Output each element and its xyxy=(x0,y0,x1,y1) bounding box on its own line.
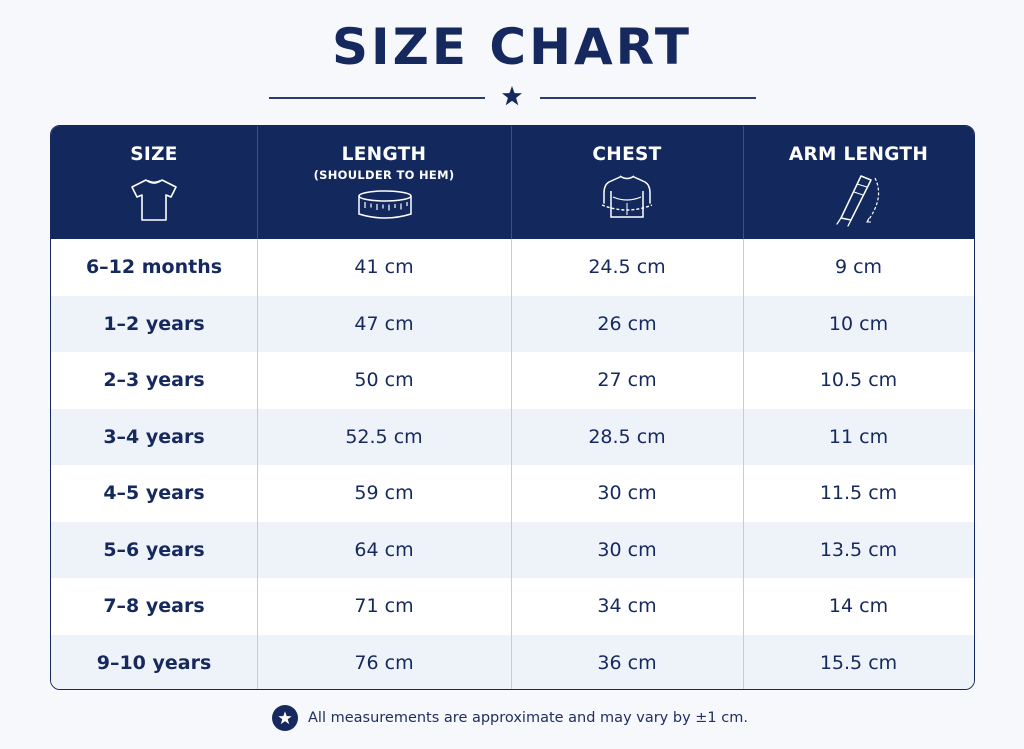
torso-icon xyxy=(601,175,653,218)
arm-length-cell: 9 cm xyxy=(834,256,883,278)
arm-length-cell: 13.5 cm xyxy=(819,538,898,561)
star-badge-icon xyxy=(272,705,298,731)
length-cell: 50 cm xyxy=(354,369,414,391)
arm-length-cell: 15.5 cm xyxy=(819,651,898,674)
table-row: 9–10 years 76 cm 36 cm 15.5 cm xyxy=(51,634,974,689)
length-cell: 41 cm xyxy=(354,256,414,278)
header-divider xyxy=(743,126,744,239)
chest-cell: 24.5 cm xyxy=(588,256,666,278)
header-arm-length: ARM LENGTH xyxy=(743,126,974,239)
header-chest: CHEST xyxy=(511,126,743,239)
header-sublabel-length: (SHOULDER TO HEM) xyxy=(313,168,455,182)
table-row: 6–12 months 41 cm 24.5 cm 9 cm xyxy=(51,239,974,296)
size-cell: 3–4 years xyxy=(103,425,205,448)
length-cell: 76 cm xyxy=(354,651,414,674)
title-divider-right xyxy=(540,97,756,99)
size-cell: 7–8 years xyxy=(103,595,205,617)
header-label-length: LENGTH xyxy=(341,144,427,165)
size-cell: 2–3 years xyxy=(103,369,205,391)
chest-cell: 26 cm xyxy=(597,312,657,335)
measuring-tape-icon xyxy=(358,190,412,219)
header-label-arm-length: ARM LENGTH xyxy=(788,144,929,165)
length-cell: 71 cm xyxy=(354,595,414,617)
chest-cell: 30 cm xyxy=(597,538,657,561)
table-row: 7–8 years 71 cm 34 cm 14 cm xyxy=(51,578,974,635)
column-divider xyxy=(743,239,744,689)
size-cell: 6–12 months xyxy=(85,256,223,278)
arm-length-cell: 14 cm xyxy=(828,595,889,617)
length-cell: 64 cm xyxy=(354,538,414,561)
chest-cell: 28.5 cm xyxy=(588,425,666,448)
arm-length-cell: 10 cm xyxy=(828,312,889,335)
table-row: 1–2 years 47 cm 26 cm 10 cm xyxy=(51,295,974,352)
header-label-chest: CHEST xyxy=(592,144,662,165)
size-cell: 5–6 years xyxy=(103,538,205,561)
chest-cell: 36 cm xyxy=(597,651,657,674)
column-divider xyxy=(257,239,258,689)
chest-cell: 34 cm xyxy=(597,595,657,617)
star-icon xyxy=(278,711,292,725)
arm-length-cell: 11.5 cm xyxy=(819,482,898,504)
title-divider-left xyxy=(269,97,485,99)
header-divider xyxy=(257,126,258,239)
header-label-size: SIZE xyxy=(130,144,178,165)
header-size: SIZE xyxy=(51,126,257,239)
length-cell: 47 cm xyxy=(354,312,414,335)
header-length: LENGTH (SHOULDER TO HEM) xyxy=(257,126,511,239)
length-cell: 52.5 cm xyxy=(345,425,423,448)
arm-measure-icon xyxy=(836,175,880,227)
header-divider xyxy=(511,126,512,239)
star-icon xyxy=(502,86,522,106)
table-row: 4–5 years 59 cm 30 cm 11.5 cm xyxy=(51,465,974,522)
column-divider xyxy=(511,239,512,689)
chest-cell: 30 cm xyxy=(597,482,657,504)
chest-cell: 27 cm xyxy=(597,369,657,391)
length-cell: 59 cm xyxy=(354,482,414,504)
table-row: 3–4 years 52.5 cm 28.5 cm 11 cm xyxy=(51,408,974,465)
size-chart-table: SIZE LENGTH (SHOULDER TO HEM) CHEST xyxy=(50,125,975,690)
size-cell: 1–2 years xyxy=(103,312,205,335)
table-header: SIZE LENGTH (SHOULDER TO HEM) CHEST xyxy=(51,126,974,239)
tshirt-icon xyxy=(131,179,177,221)
footnote-text: All measurements are approximate and may… xyxy=(308,710,748,726)
arm-length-cell: 10.5 cm xyxy=(819,369,898,391)
size-cell: 9–10 years xyxy=(96,651,212,674)
table-row: 2–3 years 50 cm 27 cm 10.5 cm xyxy=(51,352,974,409)
table-row: 5–6 years 64 cm 30 cm 13.5 cm xyxy=(51,521,974,578)
size-cell: 4–5 years xyxy=(103,482,205,504)
page-title: SIZE CHART xyxy=(331,18,693,76)
arm-length-cell: 11 cm xyxy=(828,425,889,448)
footnote: All measurements are approximate and may… xyxy=(272,704,748,732)
